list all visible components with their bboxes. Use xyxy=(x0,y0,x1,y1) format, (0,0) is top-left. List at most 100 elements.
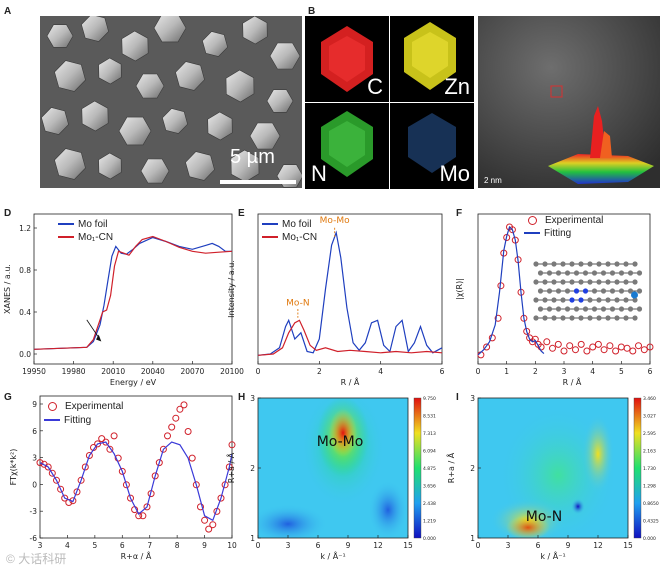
molecule-atom-c xyxy=(627,288,634,294)
molecule-atom-c xyxy=(605,315,611,321)
chart-h-colorbar xyxy=(413,397,422,539)
legend-f: Experimental Fitting xyxy=(524,214,603,240)
chart-h-colorbar-label: 9.750 xyxy=(423,396,436,402)
chart-f-experimental-point xyxy=(543,338,551,346)
chart-g-experimental-point xyxy=(184,428,192,435)
sem-particle xyxy=(225,69,255,103)
molecule-atom-n xyxy=(578,297,584,303)
chart-d-xtick-label: 20010 xyxy=(101,367,125,376)
molecule-atom-c xyxy=(614,261,620,267)
chart-i-xtick-label: 6 xyxy=(536,541,541,550)
molecule-atom-c xyxy=(542,297,548,303)
sem-particle xyxy=(135,73,165,99)
chart-g-ytick-label: -3 xyxy=(30,507,38,516)
chart-g-experimental-point xyxy=(94,440,102,448)
molecule-atom-c xyxy=(591,306,598,312)
sem-particle xyxy=(81,16,109,42)
molecule-atom-c xyxy=(551,315,557,321)
chart-g-xtick-label: 3 xyxy=(38,541,43,550)
chart-h-colorbar-label: 8.531 xyxy=(423,414,436,420)
molecule-atom-c xyxy=(623,279,629,285)
eds-map-zn: Zn xyxy=(390,16,474,102)
chart-h-ytick-label: 1 xyxy=(250,534,255,543)
sem-particle xyxy=(269,42,301,70)
molecule-atom-c xyxy=(555,270,562,276)
chart-h-heat-blob xyxy=(258,504,328,538)
chart-i-heat-blob xyxy=(506,515,550,538)
chart-i-colorbar-label: 3.027 xyxy=(643,414,656,420)
chart-e-ylabel: Intensity / a.u. xyxy=(227,260,236,318)
molecule-atom-c xyxy=(551,261,557,267)
chart-g-experimental-point xyxy=(139,512,147,520)
molecule-atom-c xyxy=(551,297,557,303)
chart-i-xtick-label: 3 xyxy=(506,541,511,550)
chart-i-annotation: Mo-N xyxy=(526,509,562,525)
molecule-atom-n xyxy=(573,288,580,294)
chart-g-ytick-label: 3 xyxy=(32,454,37,463)
chart-e-xtick-label: 0 xyxy=(256,367,261,376)
molecule-atom-c xyxy=(636,288,643,294)
chart-f-experimental-point xyxy=(612,347,620,355)
sem-micrograph: 5 µm xyxy=(40,16,302,188)
chart-g-experimental-point xyxy=(53,476,60,484)
chart-d-ylabel: XANES / a.u. xyxy=(3,264,12,314)
chart-f-experimental-point xyxy=(531,335,539,343)
legend-item-experimental-g: Experimental xyxy=(44,400,123,414)
chart-g-experimental-point xyxy=(102,438,110,446)
molecule-atom-c xyxy=(582,270,589,276)
molecule-atom-c xyxy=(618,270,625,276)
chart-g-experimental-point xyxy=(201,516,209,524)
molecule-atom-c xyxy=(632,279,638,285)
chart-g-experimental-point xyxy=(217,494,225,502)
chart-g-experimental-point xyxy=(57,485,65,493)
molecule-atom-c xyxy=(569,261,575,267)
chart-f-experimental-point xyxy=(494,314,502,322)
panel-label-g: G xyxy=(4,392,12,403)
chart-d-xtick-label: 19980 xyxy=(62,367,86,376)
molecule-atom-c xyxy=(569,315,575,321)
chart-g-experimental-point xyxy=(122,481,130,489)
chart-i-colorbar-label: 0.4325 xyxy=(643,519,659,525)
chart-d-arrowhead xyxy=(96,334,102,342)
chart-g-experimental-point xyxy=(85,452,93,459)
legend-item-fitting-f: Fitting xyxy=(524,227,603,240)
molecule-atom-c xyxy=(627,270,634,276)
molecule-atom-c xyxy=(614,297,620,303)
watermark-icon: © xyxy=(6,552,15,566)
chart-g-xlabel: R+α / Å xyxy=(121,550,152,561)
chart-f-experimental-point xyxy=(589,343,597,351)
chart-d-xlabel: Energy / eV xyxy=(110,378,157,387)
chart-f-experimental-point xyxy=(577,340,585,348)
chart-f-experimental-point xyxy=(508,226,516,234)
molecule-atom-c xyxy=(614,315,620,321)
molecule-atom-c xyxy=(533,279,539,285)
molecule-atom-c xyxy=(591,288,598,294)
chart-f-xtick-label: 0 xyxy=(476,367,481,376)
sem-particle xyxy=(121,30,149,62)
chart-g-experimental-point xyxy=(73,488,81,496)
eds-label-c: C xyxy=(367,74,383,99)
chart-g-xtick-label: 8 xyxy=(175,541,180,550)
chart-h-heat-blob xyxy=(329,409,357,457)
chart-e-xtick-label: 4 xyxy=(378,367,383,376)
panel-label-a: A xyxy=(4,6,12,17)
chart-f-experimental-point xyxy=(523,327,531,335)
chart-g-experimental-point xyxy=(159,445,167,453)
chart-f-experimental-point xyxy=(623,344,631,352)
chart-i-ytick-label: 2 xyxy=(470,464,475,473)
chart-f-experimental-point xyxy=(600,346,608,354)
chart-g-experimental-point xyxy=(114,454,122,462)
chart-g-experimental-point xyxy=(197,503,204,511)
chart-d-xtick-label: 20100 xyxy=(220,367,244,376)
panel-label-i: I xyxy=(456,392,459,403)
eds-label-n: N xyxy=(311,161,327,186)
molecule-atom-c xyxy=(569,279,575,285)
eds-map-c: C xyxy=(305,16,389,102)
chart-i-colorbar-label: 3.460 xyxy=(643,396,656,402)
chart-d-xtick-label: 20070 xyxy=(180,367,204,376)
chart-g-ylabel: FTχ(k*k²) xyxy=(9,449,18,486)
molecule-atom-c xyxy=(587,279,593,285)
chart-i-heat-blob xyxy=(571,498,585,515)
chart-i-colorbar xyxy=(633,397,642,539)
molecule-atom-c xyxy=(578,315,584,321)
